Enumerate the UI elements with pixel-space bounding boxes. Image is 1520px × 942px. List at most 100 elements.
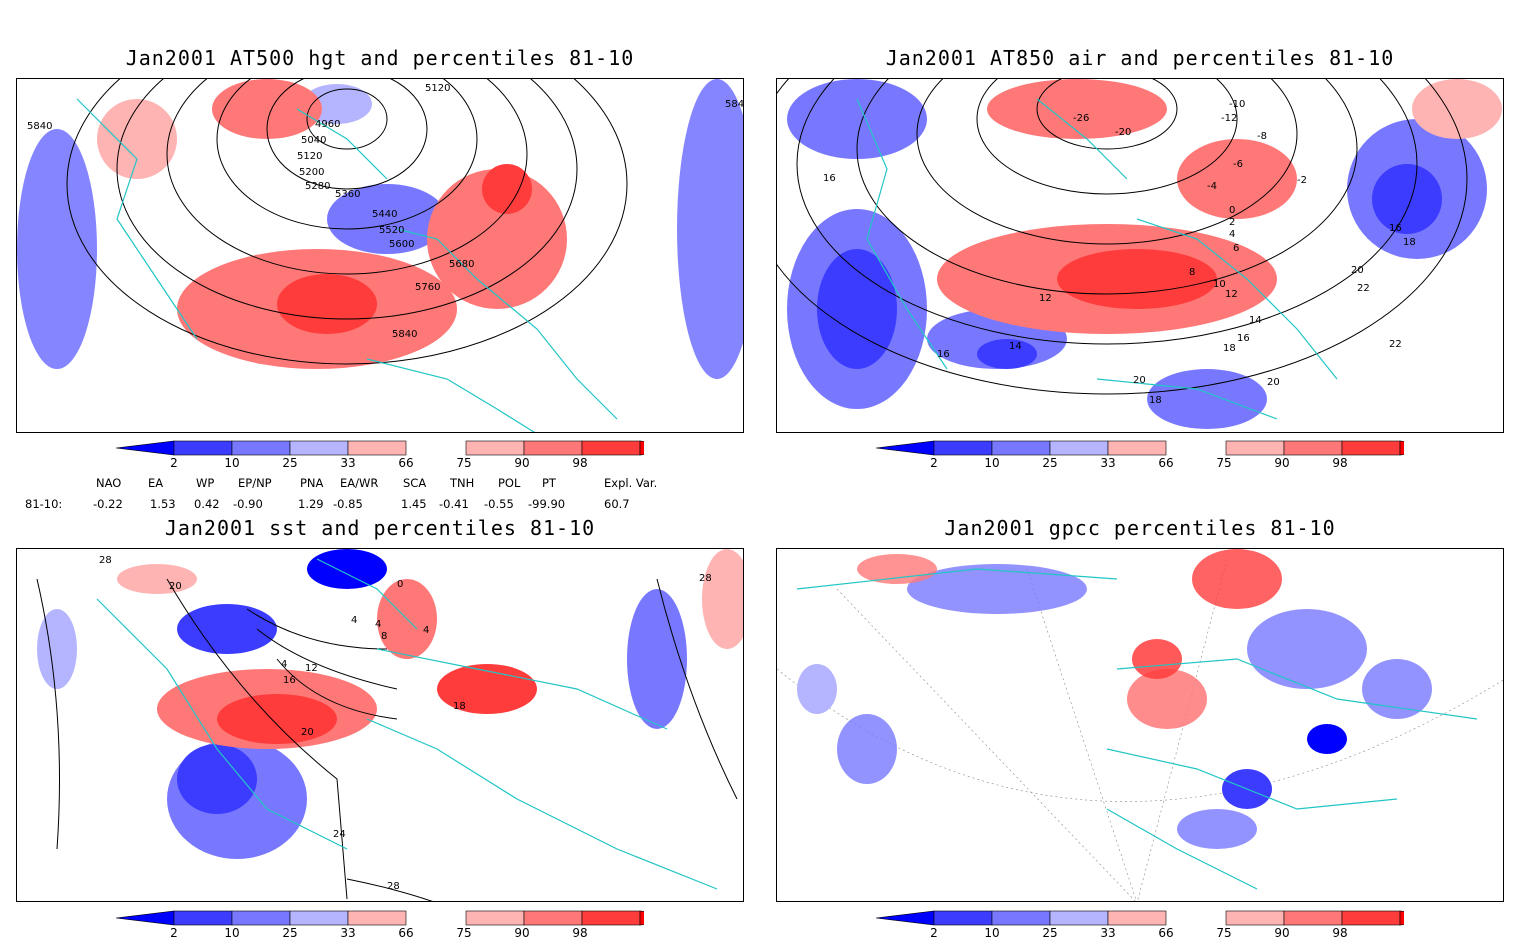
colorbar-segment xyxy=(173,910,233,926)
svg-text:-10: -10 xyxy=(1229,99,1245,110)
anom-blue xyxy=(627,589,687,729)
colorbar-segment xyxy=(1225,440,1285,456)
index-value: 60.7 xyxy=(604,497,630,511)
anom-red xyxy=(482,164,532,214)
svg-text:12: 12 xyxy=(1225,289,1238,300)
svg-text:4: 4 xyxy=(281,659,287,670)
svg-text:28: 28 xyxy=(99,555,112,566)
colorbar-segment xyxy=(581,910,641,926)
svg-text:4: 4 xyxy=(375,619,381,630)
colorbar: 2 10 25 33 66 75 90 98 xyxy=(116,910,644,942)
contour-label: 5040 xyxy=(301,135,326,146)
svg-text:0: 0 xyxy=(397,579,403,590)
colorbar-arrow-right xyxy=(1399,910,1404,926)
map-panel-gpcc xyxy=(776,548,1504,902)
anom-blue xyxy=(1372,164,1442,234)
colorbar-segment xyxy=(581,440,641,456)
anom-blue xyxy=(17,129,97,369)
svg-text:16: 16 xyxy=(1389,223,1402,234)
colorbar-tick-label: 10 xyxy=(984,456,1000,470)
colorbar-tick-label: 66 xyxy=(1158,926,1174,940)
colorbar-scale xyxy=(116,910,644,926)
svg-text:18: 18 xyxy=(1223,343,1236,354)
colorbar-tick-label: 90 xyxy=(1274,926,1290,940)
index-value: -0.90 xyxy=(233,497,263,511)
index-value: 1.29 xyxy=(298,497,324,511)
colorbar-segment xyxy=(1225,910,1285,926)
colorbar-segment xyxy=(1107,910,1167,926)
contour-label: 5680 xyxy=(449,259,474,270)
colorbar-tick-label: 33 xyxy=(340,456,356,470)
colorbar: 2 10 25 33 66 75 90 98 xyxy=(876,910,1404,942)
svg-text:16: 16 xyxy=(283,675,296,686)
colorbar-segment xyxy=(933,910,993,926)
map-panel-hgt500: 5840 5120 4960 5040 5120 5200 5280 5360 … xyxy=(16,78,744,433)
anom-red xyxy=(1412,79,1502,139)
colorbar-segment xyxy=(933,440,993,456)
contour-label: 5360 xyxy=(335,189,360,200)
colorbar-tick-label: 90 xyxy=(514,926,530,940)
contour-label: 5200 xyxy=(299,167,324,178)
anom-blue xyxy=(37,609,77,689)
colorbar-arrow-left xyxy=(876,910,935,926)
colorbar-tick-label: 75 xyxy=(1216,456,1232,470)
index-header: NAO xyxy=(96,476,122,490)
contour-label: 5840 xyxy=(27,121,52,132)
anom-red xyxy=(277,274,377,334)
svg-text:16: 16 xyxy=(823,173,836,184)
colorbar-tick-label: 10 xyxy=(224,456,240,470)
colorbar-segment xyxy=(173,440,233,456)
colorbar-tick-label: 2 xyxy=(930,926,938,940)
colorbar-segment xyxy=(991,910,1051,926)
map-panel-sst: 28 20 0 4 4 8 4 4 12 16 18 20 24 28 28 xyxy=(16,548,744,902)
svg-text:-20: -20 xyxy=(1115,127,1131,138)
map-sst: 28 20 0 4 4 8 4 4 12 16 18 20 24 28 28 xyxy=(36,549,743,901)
anom-blue xyxy=(677,79,743,379)
index-header: PT xyxy=(542,476,556,490)
map-panel-air850: -26 -20 -12 -10 -8 -6 -4 -2 0 2 4 6 8 10… xyxy=(776,78,1504,433)
colorbar-tick-label: 25 xyxy=(282,926,298,940)
svg-text:12: 12 xyxy=(305,663,318,674)
colorbar-arrow-left xyxy=(116,440,175,456)
index-header: TNH xyxy=(450,476,475,490)
svg-text:20: 20 xyxy=(301,727,314,738)
colorbar-segment xyxy=(1049,910,1109,926)
colorbar-tick-label: 90 xyxy=(514,456,530,470)
anom-blue xyxy=(177,744,257,814)
svg-text:4: 4 xyxy=(1229,229,1235,240)
contour-label: 4960 xyxy=(315,119,340,130)
svg-text:28: 28 xyxy=(387,881,400,892)
svg-text:18: 18 xyxy=(1149,395,1162,406)
svg-text:-2: -2 xyxy=(1297,175,1307,186)
colorbar-segment xyxy=(523,910,583,926)
index-row-label: 81-10: xyxy=(25,497,63,511)
index-header: Expl. Var. xyxy=(604,476,658,490)
colorbar-segment xyxy=(1283,910,1343,926)
map-gpcc xyxy=(777,549,1503,901)
contour-label: 5520 xyxy=(379,225,404,236)
svg-text:20: 20 xyxy=(1267,377,1280,388)
colorbar-segment xyxy=(347,440,407,456)
contour-label: 5840 xyxy=(725,99,744,110)
index-value: -0.41 xyxy=(439,497,469,511)
panel-title-gpcc: Jan2001 gpcc percentiles 81-10 xyxy=(944,516,1336,540)
svg-text:0: 0 xyxy=(1229,205,1235,216)
svg-text:22: 22 xyxy=(1389,339,1402,350)
svg-text:20: 20 xyxy=(1133,375,1146,386)
svg-text:4: 4 xyxy=(423,625,429,636)
colorbar-segment xyxy=(523,440,583,456)
colorbar-tick-label: 2 xyxy=(170,456,178,470)
index-header: EP/NP xyxy=(238,476,272,490)
anom-blue xyxy=(1147,369,1267,429)
svg-text:18: 18 xyxy=(1403,237,1416,248)
svg-text:14: 14 xyxy=(1249,315,1262,326)
colorbar-scale xyxy=(876,440,1404,456)
colorbar-tick-label: 33 xyxy=(1100,456,1116,470)
colorbar-scale xyxy=(116,440,644,456)
svg-text:8: 8 xyxy=(1189,267,1195,278)
colorbar-segment xyxy=(289,440,349,456)
colorbar: 2 10 25 33 66 75 90 98 xyxy=(876,440,1404,472)
colorbar-tick-label: 98 xyxy=(1332,926,1348,940)
colorbar-segment xyxy=(1341,440,1401,456)
panel-title-air850: Jan2001 AT850 air and percentiles 81-10 xyxy=(885,46,1395,70)
